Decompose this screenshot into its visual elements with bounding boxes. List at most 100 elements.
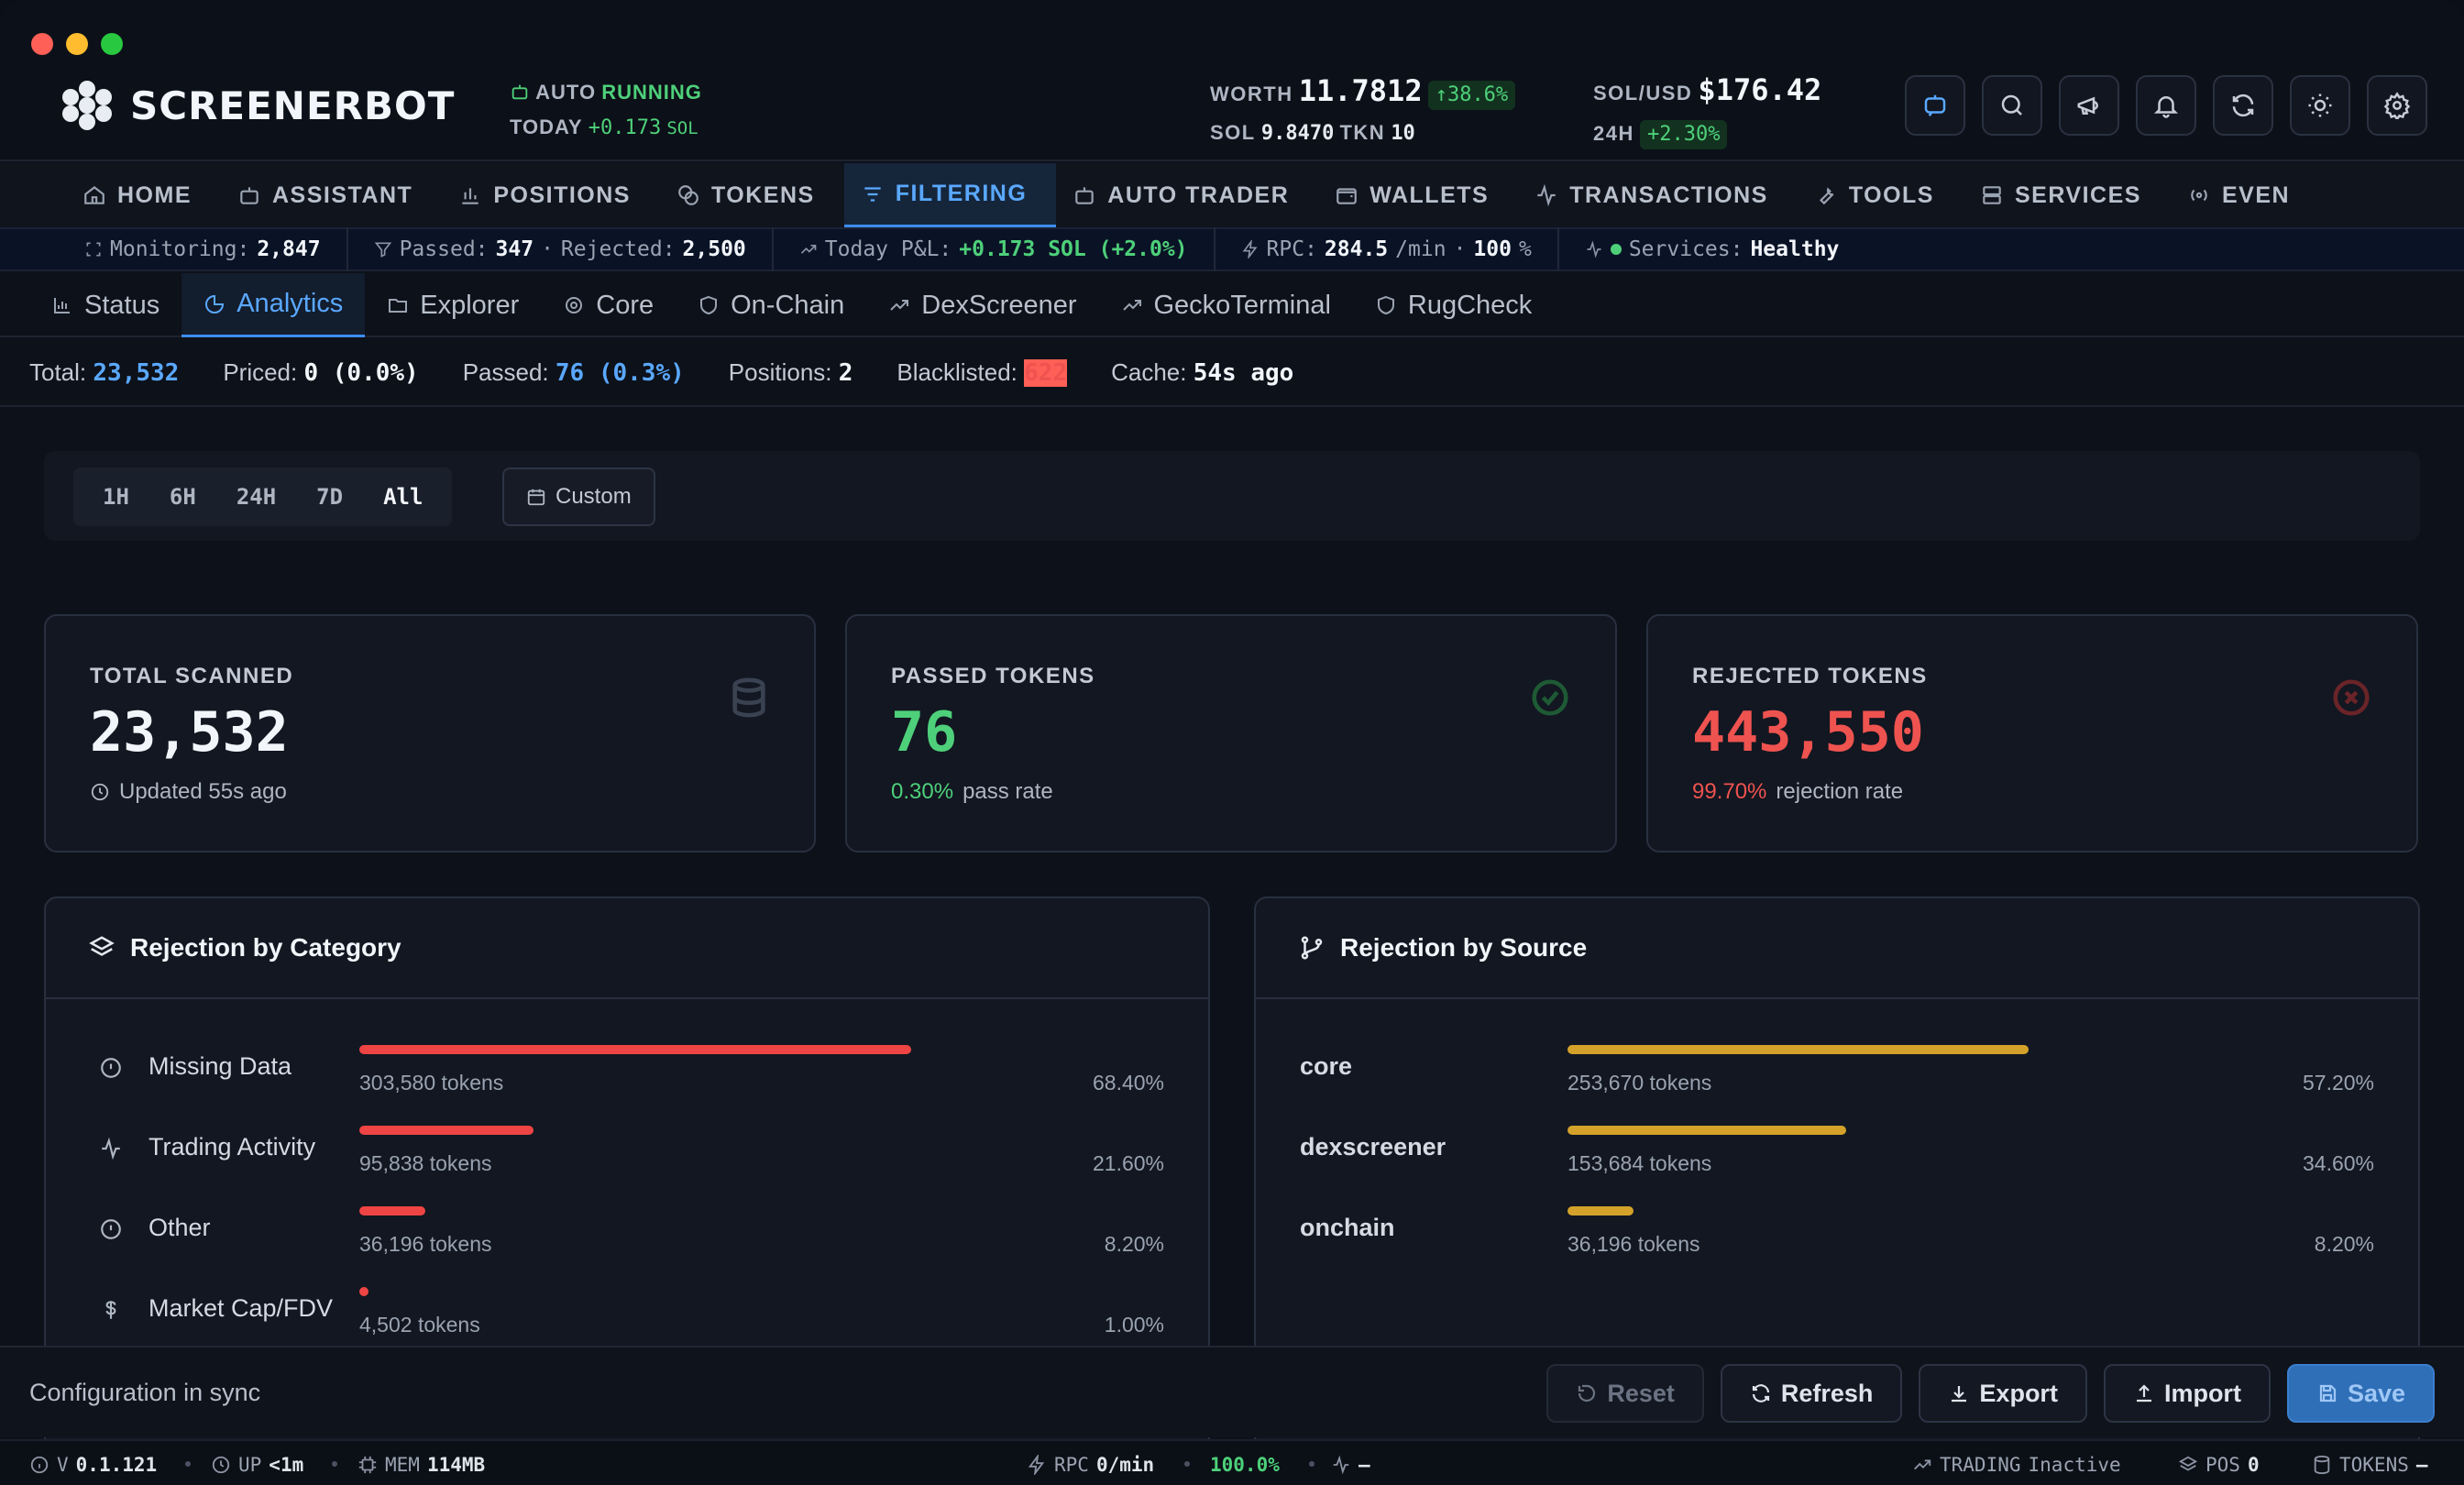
shield-icon <box>700 295 718 315</box>
status-footer: V 0.1.121 UP <1m MEM 114MB RPC 0/min 100… <box>0 1439 2464 1485</box>
refresh-icon <box>2232 94 2254 117</box>
assistant-button[interactable] <box>1905 75 1965 136</box>
tab-analytics[interactable]: Analytics <box>182 273 366 337</box>
custom-range-button[interactable]: Custom <box>502 468 655 526</box>
version-value: 0.1.121 <box>75 1454 158 1476</box>
tab-geckoterminal[interactable]: GeckoTerminal <box>1099 273 1353 337</box>
summary-cache: Cache: 54s ago <box>1111 358 1293 387</box>
source-count: 253,670 tokens <box>1568 1071 1712 1094</box>
tab-on-chain[interactable]: On-Chain <box>676 273 866 337</box>
nav-transactions-label: TRANSACTIONS <box>1569 182 1768 208</box>
sun-icon <box>2308 94 2332 117</box>
nav-wallets[interactable]: WALLETS <box>1318 163 1518 227</box>
custom-range-label: Custom <box>556 484 632 509</box>
range-24h-button[interactable]: 24H <box>236 484 277 510</box>
nav-tools[interactable]: TOOLS <box>1798 163 1964 227</box>
sol-label: SOL <box>1210 121 1256 144</box>
theme-toggle-button[interactable] <box>2290 75 2350 136</box>
nav-tokens[interactable]: TOKENS <box>660 163 844 227</box>
tab-dexscreener[interactable]: DexScreener <box>866 273 1098 337</box>
filter-summary: Total: 23,532 Priced: 0 (0.0%) Passed: 7… <box>0 339 2464 407</box>
radio-icon <box>2191 189 2207 202</box>
nav-assistant-label: ASSISTANT <box>272 182 413 208</box>
export-button[interactable]: Export <box>1919 1364 2087 1423</box>
today-value: +0.173 <box>588 116 662 139</box>
rpc-pct-unit: % <box>1518 237 1532 261</box>
tab-status[interactable]: Status <box>29 273 182 337</box>
home-icon <box>84 185 104 204</box>
range-6h-button[interactable]: 6H <box>169 484 196 510</box>
pnl-value: +0.173 SOL (+2.0%) <box>959 237 1188 261</box>
summary-cache-label: Cache: <box>1111 358 1187 386</box>
reset-button[interactable]: Reset <box>1546 1364 1704 1423</box>
reset-label: Reset <box>1607 1379 1675 1407</box>
settings-button[interactable] <box>2367 75 2427 136</box>
maximize-window-button[interactable] <box>101 33 123 55</box>
category-row: Market Cap/FDV 4,502 tokens 1.00% <box>46 1287 1208 1360</box>
services-stat: Services: Healthy <box>1559 227 1865 271</box>
services-status-dot <box>1610 244 1622 255</box>
time-filter-panel: 1H 6H 24H 7D All Custom <box>44 451 2420 541</box>
strip-passed-value: 347 <box>495 237 534 261</box>
notifications-button[interactable] <box>2136 75 2196 136</box>
refresh-button[interactable]: Refresh <box>1720 1364 1903 1423</box>
passed-tokens-title: PASSED TOKENS <box>891 664 1095 688</box>
search-button[interactable] <box>1982 75 2042 136</box>
solusd-label: SOL/USD <box>1593 82 1693 104</box>
category-pct: 1.00% <box>1104 1313 1164 1336</box>
pnl-stat: Today P&L: +0.173 SOL (+2.0%) <box>774 227 1216 271</box>
source-bar <box>1568 1126 1847 1135</box>
save-button[interactable]: Save <box>2286 1364 2435 1423</box>
total-scanned-updated: Updated 55s ago <box>119 779 287 804</box>
refresh-header-button[interactable] <box>2213 75 2273 136</box>
summary-total-value: 23,532 <box>93 358 180 387</box>
save-icon <box>2319 1384 2337 1402</box>
filter-icon <box>374 242 391 258</box>
rejection-rate-label: rejection rate <box>1776 779 1904 804</box>
nav-home[interactable]: HOME <box>66 163 221 227</box>
refresh-icon <box>1752 1384 1769 1402</box>
tokens-label: TOKENS <box>2339 1454 2409 1476</box>
nav-events[interactable]: EVEN <box>2171 163 2319 227</box>
megaphone-icon <box>2077 96 2098 115</box>
nav-assistant[interactable]: ASSISTANT <box>221 163 442 227</box>
nav-transactions[interactable]: TRANSACTIONS <box>1518 163 1798 227</box>
server-icon <box>1983 186 2001 204</box>
range-7d-button[interactable]: 7D <box>316 484 344 510</box>
import-button[interactable]: Import <box>2103 1364 2271 1423</box>
calendar-icon <box>527 489 545 506</box>
upload-icon <box>2136 1384 2151 1402</box>
rpc-stat: RPC: 284.5 /min · 100 % <box>1216 227 1559 271</box>
monitoring-value: 2,847 <box>257 237 321 261</box>
chart-bar-icon <box>462 188 478 204</box>
nav-tokens-label: TOKENS <box>710 182 815 208</box>
pos-label: POS <box>2206 1454 2240 1476</box>
nav-auto-trader[interactable]: AUTO TRADER <box>1056 163 1318 227</box>
tab-explorer[interactable]: Explorer <box>365 273 541 337</box>
tab-core[interactable]: Core <box>541 273 676 337</box>
version-label: V <box>57 1454 69 1476</box>
range-1h-button[interactable]: 1H <box>103 484 129 510</box>
total-scanned-card: TOTAL SCANNED 23,532 Updated 55s ago <box>44 614 816 852</box>
nav-positions[interactable]: POSITIONS <box>442 163 660 227</box>
worth-label: WORTH <box>1210 82 1293 105</box>
config-action-bar: Configuration in sync Reset Refresh Expo… <box>0 1346 2464 1437</box>
footer-version: V 0.1.121 <box>29 1454 157 1476</box>
nav-services[interactable]: SERVICES <box>1964 163 2171 227</box>
category-bar <box>359 1206 426 1216</box>
close-window-button[interactable] <box>31 33 53 55</box>
summary-positions-value: 2 <box>838 358 853 387</box>
range-all-button[interactable]: All <box>383 484 424 510</box>
info-circle-icon <box>30 1456 49 1474</box>
category-pct: 8.20% <box>1104 1232 1164 1256</box>
tab-rugcheck[interactable]: RugCheck <box>1353 273 1554 337</box>
nav-filtering[interactable]: FILTERING <box>843 163 1057 227</box>
nav-events-label: EVEN <box>2221 182 2291 208</box>
x-circle-icon <box>2330 676 2372 719</box>
summary-total: Total: 23,532 <box>29 358 179 387</box>
minimize-window-button[interactable] <box>66 33 88 55</box>
time-range-group: 1H 6H 24H 7D All <box>73 468 453 526</box>
announcements-button[interactable] <box>2059 75 2119 136</box>
today-label: TODAY <box>510 116 583 138</box>
rejection-by-source-title: Rejection by Source <box>1340 933 1588 962</box>
